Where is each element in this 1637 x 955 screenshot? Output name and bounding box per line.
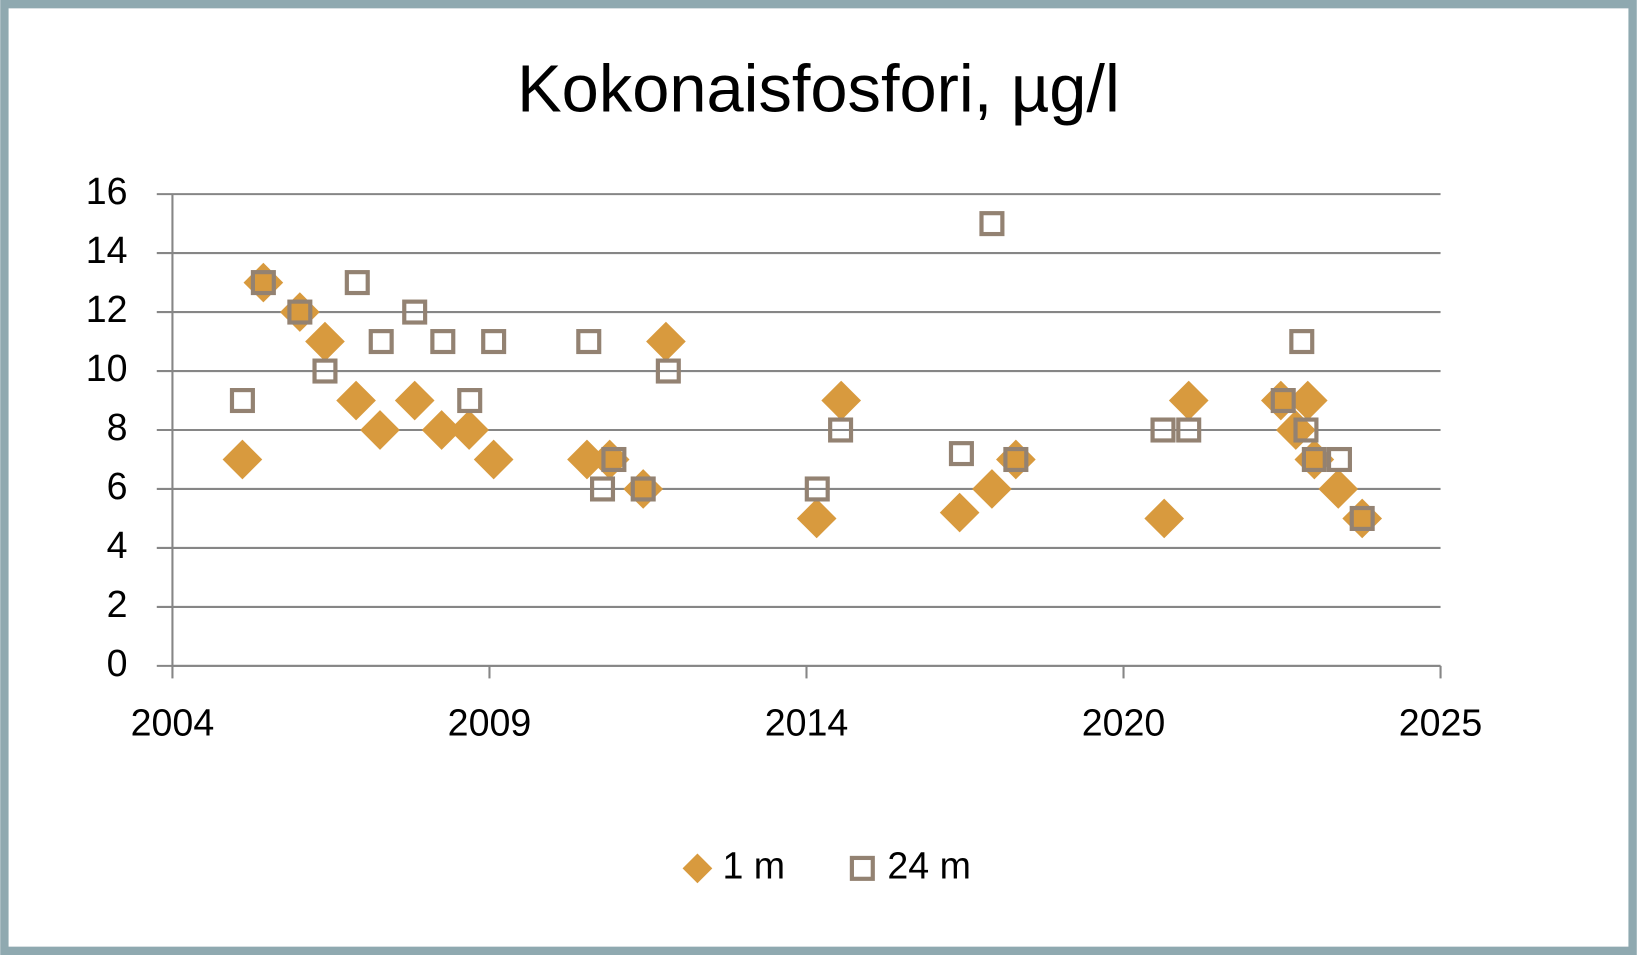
square-marker	[948, 441, 974, 467]
square-marker	[1289, 329, 1315, 355]
diamond-marker	[1287, 380, 1328, 421]
legend-diamond	[682, 853, 713, 884]
square-marker	[589, 476, 616, 502]
diamond-marker	[567, 439, 607, 480]
diamond-marker	[1168, 380, 1209, 421]
y-tick-label: 0	[107, 642, 128, 684]
square-marker	[287, 299, 313, 325]
legend-label: 1 m	[722, 844, 785, 886]
diamond-marker	[421, 410, 462, 450]
square-marker	[368, 329, 394, 355]
square-marker	[601, 446, 627, 473]
square-marker	[630, 476, 656, 502]
square-marker	[1270, 388, 1296, 414]
y-tick-label: 2	[107, 583, 128, 625]
square-marker	[481, 329, 507, 355]
x-tick-label: 2020	[1082, 701, 1166, 743]
diamond-marker	[821, 380, 862, 421]
x-tick-label: 2014	[765, 701, 849, 743]
square-marker	[312, 358, 338, 384]
square-marker	[979, 211, 1005, 237]
x-tick-label: 2009	[448, 701, 532, 743]
y-tick-label: 16	[86, 170, 128, 212]
square-marker	[402, 299, 428, 325]
y-tick-label: 10	[86, 347, 128, 389]
square-marker	[1301, 446, 1327, 473]
x-tick-label: 2025	[1399, 701, 1483, 743]
square-marker	[576, 329, 602, 355]
square-marker	[344, 270, 370, 296]
legend-label: 24 m	[887, 844, 971, 886]
square-marker	[1003, 446, 1029, 473]
legend-square	[849, 855, 875, 881]
square-marker	[1349, 505, 1375, 531]
x-tick-label: 2004	[131, 701, 215, 743]
square-marker	[828, 417, 854, 443]
diamond-marker	[222, 439, 263, 480]
square-marker	[430, 329, 456, 355]
y-tick-label: 6	[107, 465, 128, 507]
square-marker	[457, 388, 483, 414]
square-marker	[250, 270, 276, 296]
square-marker	[1326, 446, 1352, 473]
square-marker	[1176, 417, 1202, 443]
square-marker	[1293, 417, 1319, 443]
diamond-marker	[305, 321, 345, 362]
square-marker	[1150, 417, 1176, 443]
square-marker	[655, 358, 681, 384]
y-tick-label: 4	[107, 524, 128, 566]
y-tick-label: 12	[86, 288, 128, 330]
chart-title: Kokonaisfosfori, µg/l	[517, 53, 1120, 127]
y-tick-label: 14	[86, 229, 128, 271]
y-tick-label: 8	[107, 406, 128, 448]
square-marker	[229, 388, 255, 414]
square-marker	[804, 476, 830, 502]
